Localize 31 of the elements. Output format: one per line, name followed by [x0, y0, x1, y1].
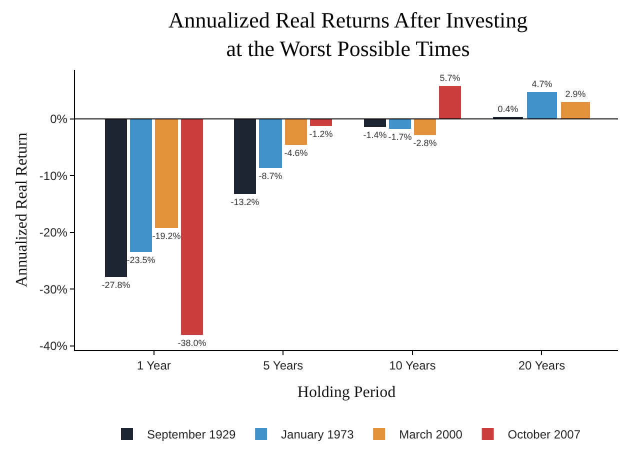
data-label: -2.8%	[413, 138, 437, 148]
data-label: 2.9%	[565, 89, 586, 99]
x-tick-label: 20 Years	[518, 358, 566, 373]
y-axis-title: Annualized Real Return	[13, 132, 30, 288]
data-label: 0.4%	[498, 104, 518, 114]
data-label: -27.8%	[102, 280, 130, 290]
data-label: -1.7%	[388, 132, 412, 142]
y-tick-label: 0%	[50, 112, 68, 126]
x-tick-label: 5 Years	[263, 358, 304, 373]
data-label: -8.7%	[258, 171, 282, 181]
legend-label: October 2007	[508, 428, 581, 442]
data-label: -1.4%	[363, 130, 387, 140]
data-label: 4.7%	[532, 79, 552, 89]
y-tick-label: -40%	[39, 339, 68, 354]
y-tick-label: -10%	[39, 168, 68, 183]
data-label: -23.5%	[126, 255, 156, 265]
data-label: -38.0%	[178, 338, 206, 348]
data-label: -1.2%	[309, 129, 333, 139]
data-label: -4.6%	[284, 148, 308, 158]
x-axis-title: Holding Period	[297, 384, 396, 402]
legend-label: January 1973	[281, 428, 354, 442]
chart-title: Annualized Real Returns After Investing at the Worst Possible Times	[168, 7, 528, 61]
data-label: 5.7%	[440, 73, 460, 83]
data-label: -13.2%	[230, 197, 260, 207]
data-label: -19.2%	[152, 231, 181, 241]
y-tick-label: -30%	[39, 282, 68, 296]
x-tick-label: 10 Years	[389, 358, 436, 373]
x-tick-label: 1 Year	[136, 358, 171, 373]
legend-label: September 1929	[147, 428, 236, 442]
legend-label: March 2000	[399, 428, 463, 442]
y-tick-label: -20%	[39, 226, 68, 240]
